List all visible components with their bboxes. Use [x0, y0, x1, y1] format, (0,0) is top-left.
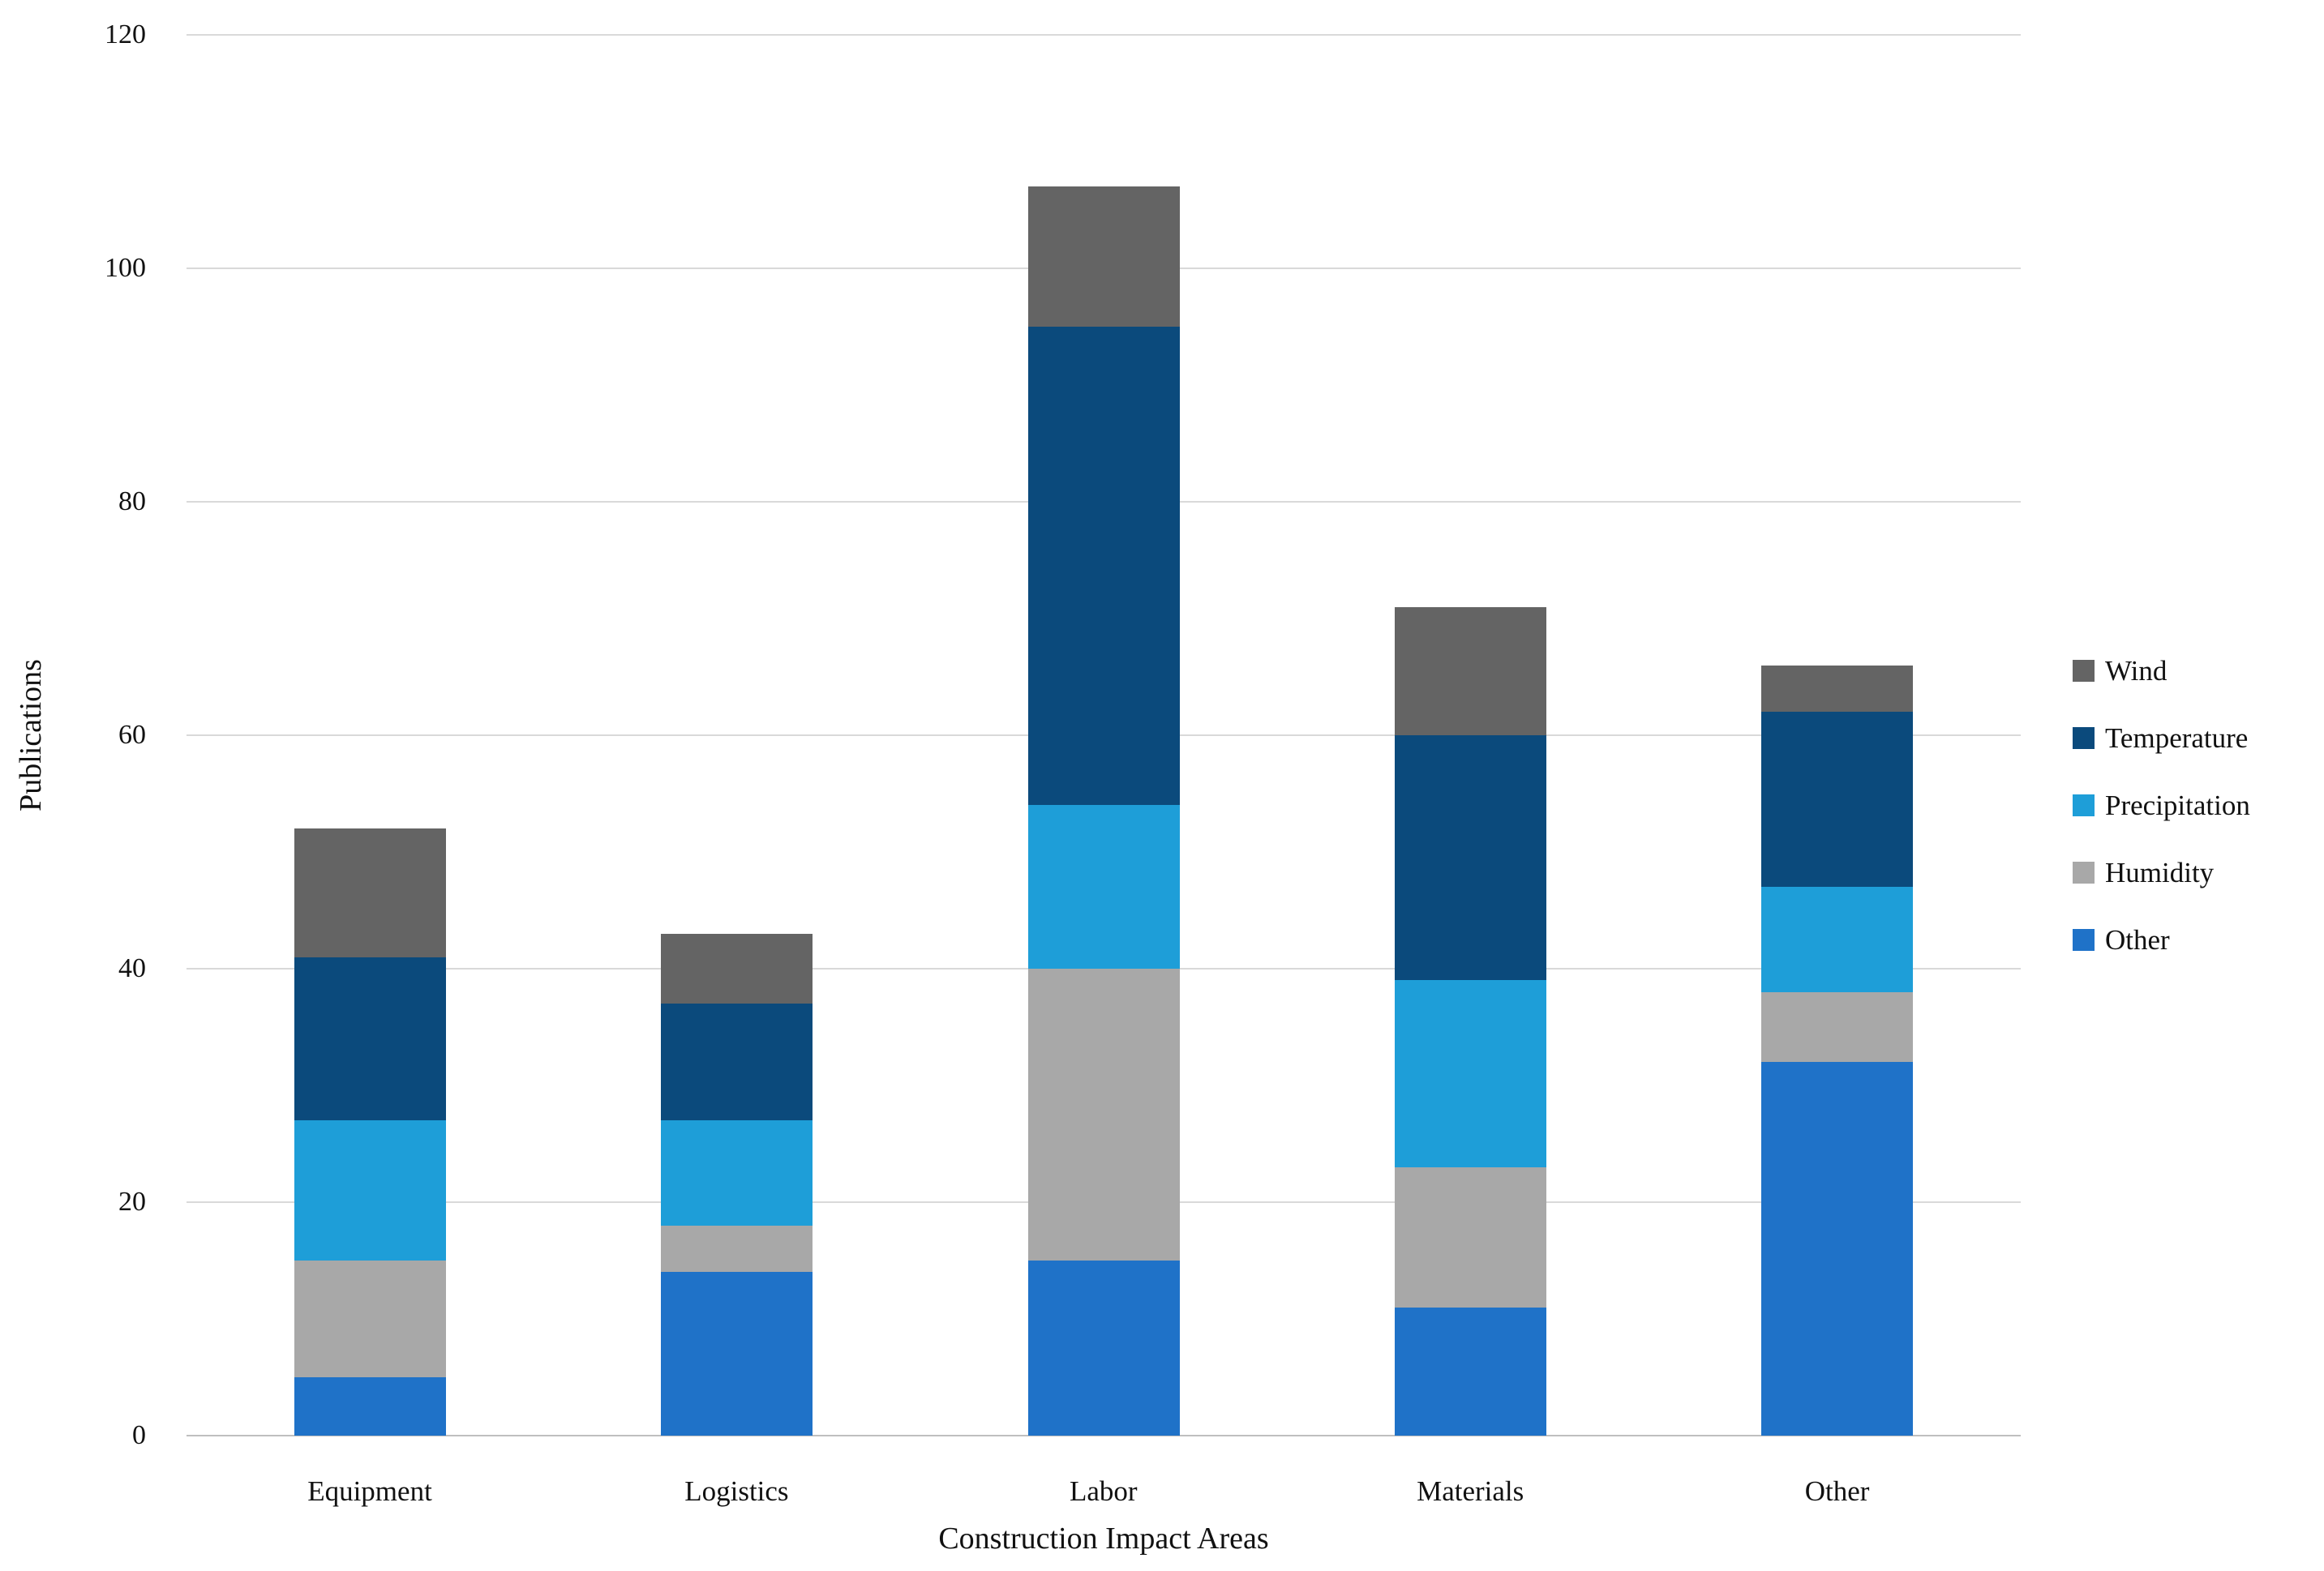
gridline: [187, 34, 2021, 36]
bar-segment-temperature-labor: [1027, 327, 1180, 806]
bar-segment-other-labor: [1027, 1261, 1180, 1436]
bar-segment-precipitation-equipment: [294, 1120, 446, 1261]
bar-segment-wind-equipment: [294, 828, 446, 957]
x-axis-title: Construction Impact Areas: [938, 1522, 1269, 1556]
legend-item-temperature: Temperature: [2073, 704, 2250, 772]
y-tick-label: 120: [105, 19, 146, 49]
bar-segment-precipitation-logistics: [661, 1120, 813, 1226]
x-axis-label: Logistics: [684, 1475, 789, 1507]
legend-item-other: Other: [2073, 906, 2250, 974]
bar-segment-other-materials: [1394, 1307, 1546, 1436]
legend-label: Other: [2105, 924, 2170, 956]
legend-swatch: [2073, 929, 2095, 951]
legend-item-precipitation: Precipitation: [2073, 772, 2250, 839]
y-tick-label: 0: [132, 1420, 146, 1450]
bar-segment-temperature-logistics: [661, 1004, 813, 1121]
x-axis-label: Other: [1804, 1475, 1870, 1507]
y-axis-title: Publications: [14, 659, 48, 811]
bar-segment-other-other: [1761, 1062, 1914, 1436]
legend-swatch: [2073, 660, 2095, 682]
bar-segment-humidity-logistics: [661, 1225, 813, 1273]
legend-swatch: [2073, 862, 2095, 884]
legend-label: Temperature: [2105, 722, 2249, 754]
legend-label: Humidity: [2105, 857, 2215, 888]
y-tick-label: 40: [118, 953, 146, 983]
legend-swatch: [2073, 794, 2095, 816]
bar-segment-precipitation-other: [1761, 887, 1914, 992]
y-tick-label: 20: [118, 1187, 146, 1217]
bar-segment-precipitation-materials: [1394, 980, 1546, 1167]
bar-segment-wind-other: [1761, 665, 1914, 713]
legend-item-wind: Wind: [2073, 637, 2250, 704]
bar-segment-other-equipment: [294, 1377, 446, 1436]
y-tick-label: 60: [118, 720, 146, 750]
legend-label: Precipitation: [2105, 790, 2250, 821]
y-tick-label: 100: [105, 253, 146, 283]
bar-segment-humidity-materials: [1394, 1166, 1546, 1308]
bar-segment-humidity-labor: [1027, 969, 1180, 1261]
bar-segment-wind-logistics: [661, 933, 813, 1004]
y-tick-label: 80: [118, 486, 146, 516]
x-axis-label: Materials: [1417, 1475, 1524, 1507]
bar-segment-temperature-other: [1761, 712, 1914, 888]
legend-label: Wind: [2105, 655, 2167, 687]
bar-segment-wind-labor: [1027, 186, 1180, 327]
x-axis-label: Equipment: [307, 1475, 432, 1507]
bar-segment-precipitation-labor: [1027, 805, 1180, 969]
legend-item-humidity: Humidity: [2073, 839, 2250, 906]
bar-segment-temperature-equipment: [294, 957, 446, 1121]
x-axis-label: Labor: [1070, 1475, 1138, 1507]
bar-segment-wind-materials: [1394, 606, 1546, 735]
bar-segment-humidity-equipment: [294, 1261, 446, 1377]
legend-swatch: [2073, 727, 2095, 749]
legend: Wind Temperature Precipitation Humidity Othe…: [2073, 637, 2250, 974]
bar-segment-humidity-other: [1761, 991, 1914, 1063]
bar-segment-other-logistics: [661, 1272, 813, 1436]
bar-segment-temperature-materials: [1394, 735, 1546, 981]
x-axis-baseline: [187, 1435, 2021, 1436]
plot-area: [187, 34, 2021, 1436]
